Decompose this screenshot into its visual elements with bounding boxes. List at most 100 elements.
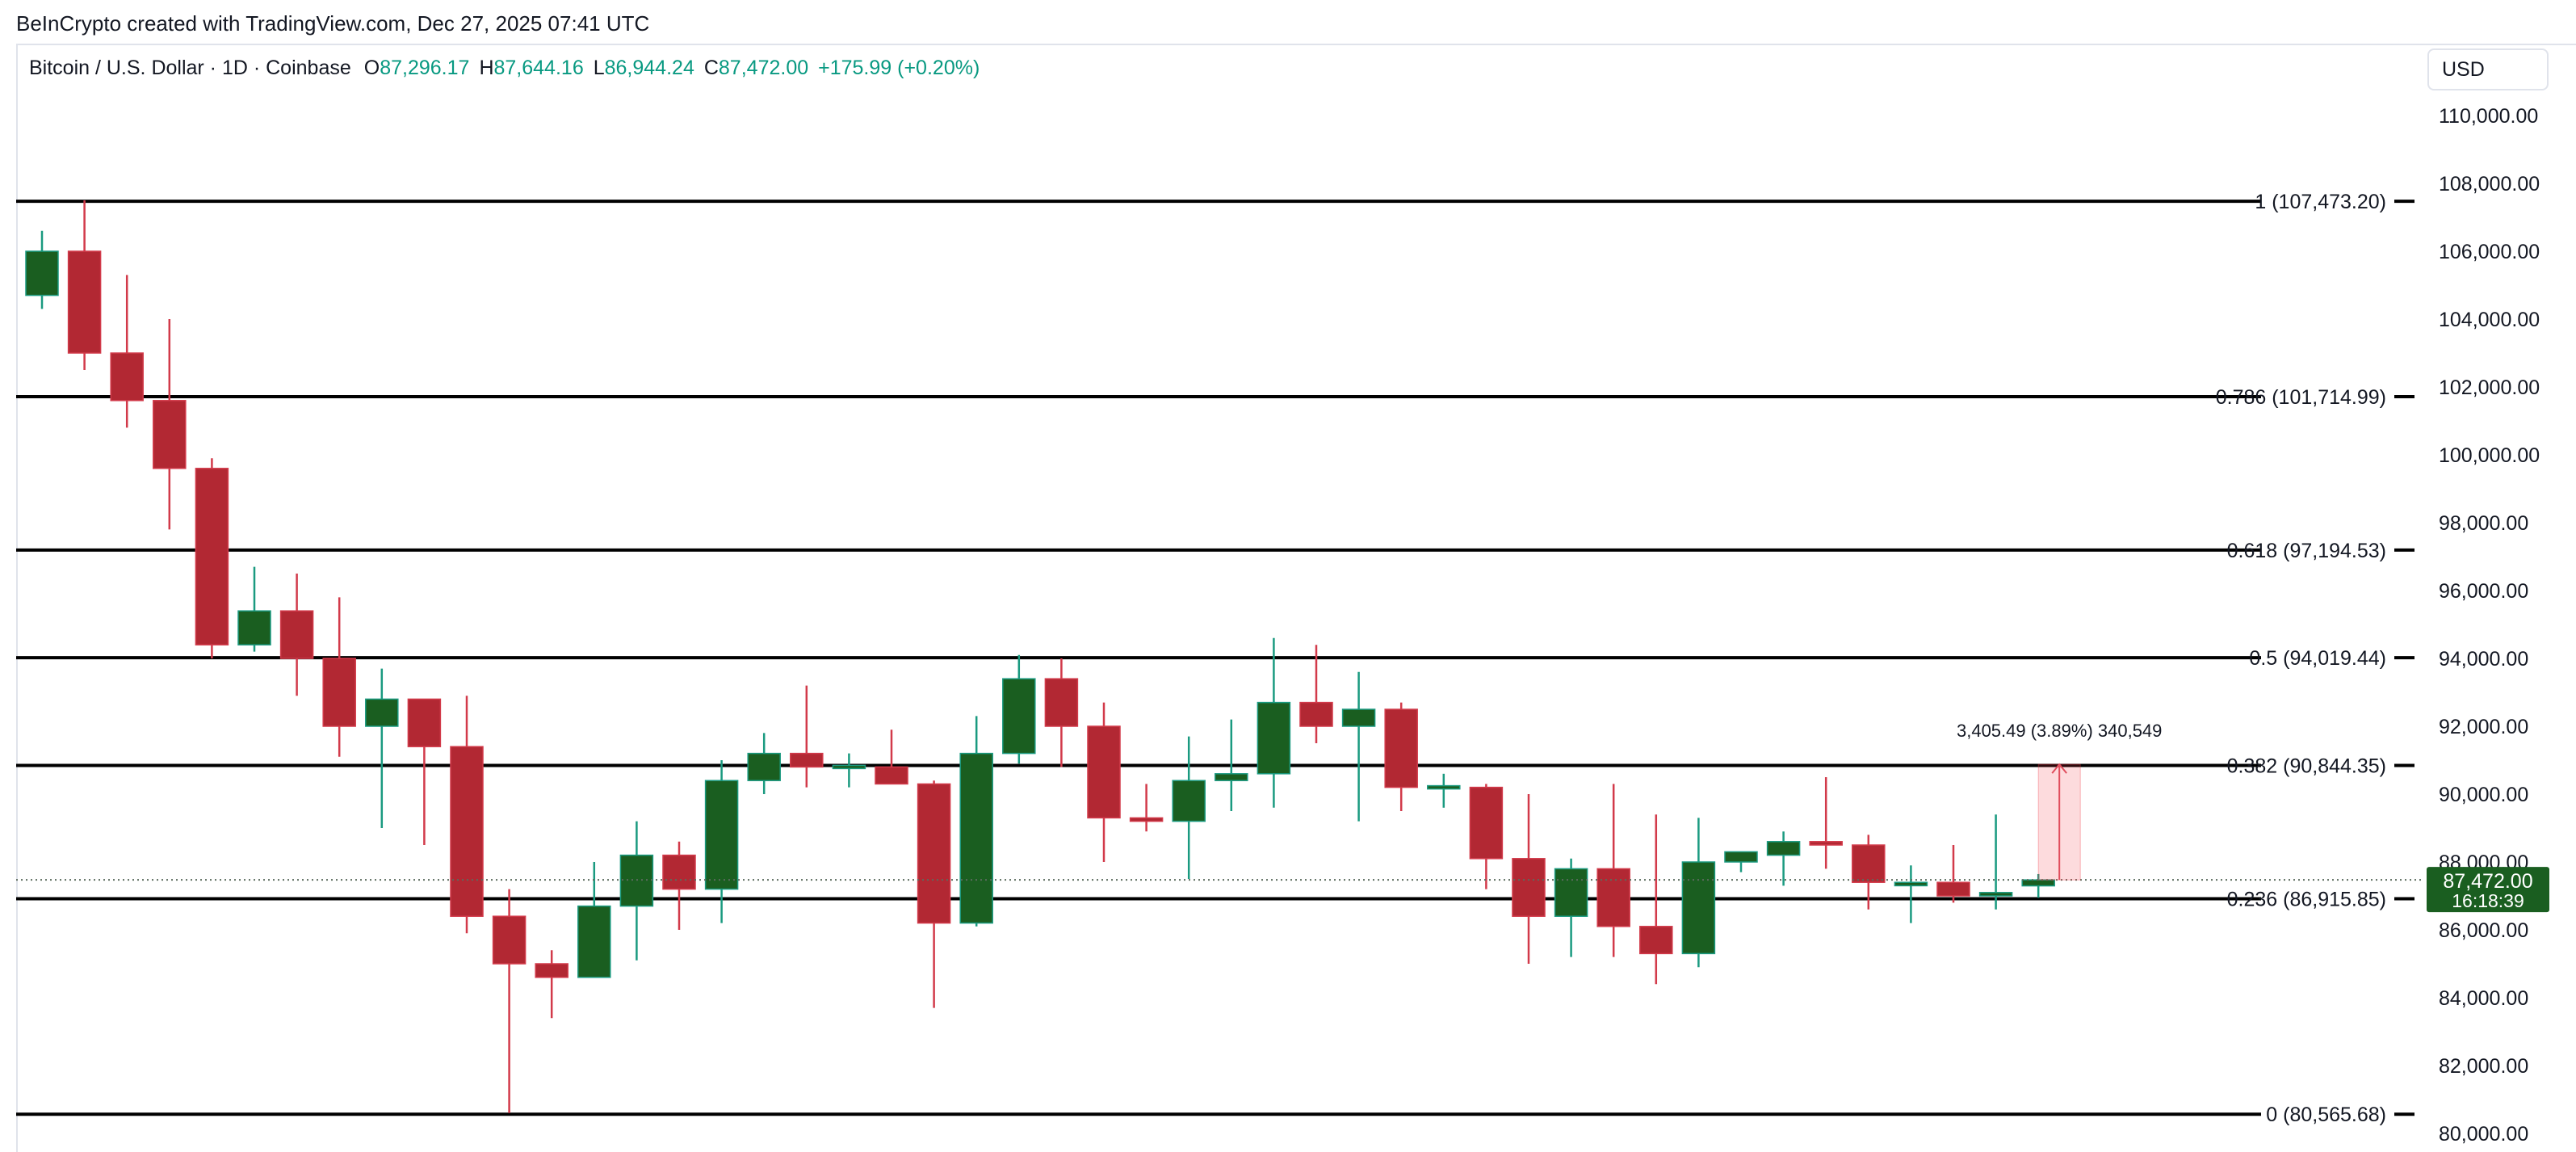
- annotations: 3,405.49 (3.89%) 340,549: [16, 721, 2421, 881]
- price-badge: [2427, 867, 2549, 913]
- candle[interactable]: [1215, 719, 1248, 811]
- candle[interactable]: [1341, 671, 1376, 822]
- candle-body: [1554, 868, 1588, 917]
- candle[interactable]: [1596, 784, 1630, 957]
- candle[interactable]: [322, 597, 356, 757]
- candle[interactable]: [535, 950, 568, 1019]
- candle[interactable]: [1257, 637, 1291, 808]
- candle[interactable]: [577, 862, 611, 978]
- chart-frame: [16, 44, 2576, 1152]
- candle-body: [747, 752, 781, 781]
- y-tick-label: 84,000.00: [2439, 987, 2528, 1010]
- fib-level-label: 0.236 (86,915.85): [2227, 889, 2386, 911]
- candle[interactable]: [1766, 831, 1801, 886]
- candle-body: [1724, 851, 1758, 863]
- candle-body: [67, 250, 102, 354]
- candle-body: [492, 915, 527, 965]
- currency-button[interactable]: USD: [2427, 48, 2549, 90]
- candle[interactable]: [1299, 645, 1333, 743]
- candle-body: [1681, 861, 1716, 955]
- candle-body: [25, 250, 59, 296]
- candle[interactable]: [1554, 858, 1588, 957]
- candle[interactable]: [1087, 702, 1121, 862]
- y-tick-label: 92,000.00: [2439, 716, 2528, 738]
- fib-level-label: 0.5 (94,019.44): [2249, 647, 2386, 670]
- candle[interactable]: [790, 685, 824, 788]
- candle[interactable]: [153, 319, 187, 530]
- candle-body: [1469, 786, 1504, 860]
- candle[interactable]: [195, 458, 229, 658]
- candle-body: [1341, 708, 1376, 727]
- candle[interactable]: [704, 760, 739, 923]
- candle[interactable]: [1384, 702, 1418, 811]
- candle-body: [1894, 881, 1928, 887]
- candle-body: [790, 752, 824, 768]
- candle[interactable]: [1129, 784, 1164, 832]
- symbol-name: Bitcoin / U.S. Dollar · 1D · Coinbase: [29, 57, 351, 79]
- candle-body: [407, 698, 442, 747]
- candle[interactable]: [832, 753, 866, 788]
- y-tick-label: 104,000.00: [2439, 309, 2540, 331]
- candle[interactable]: [1427, 773, 1461, 808]
- candle[interactable]: [1978, 814, 2013, 910]
- candle[interactable]: [747, 733, 781, 794]
- candle-body: [535, 963, 568, 978]
- candle[interactable]: [110, 275, 144, 428]
- candle[interactable]: [1936, 845, 1970, 903]
- candle[interactable]: [1512, 794, 1546, 964]
- chart-credit: BeInCrypto created with TradingView.com,…: [16, 11, 650, 36]
- candle[interactable]: [619, 821, 654, 961]
- candle[interactable]: [1724, 851, 1758, 872]
- candle[interactable]: [492, 889, 527, 1113]
- fib-level-label: 0.382 (90,844.35): [2227, 755, 2386, 778]
- candle[interactable]: [25, 230, 59, 309]
- candle[interactable]: [450, 696, 484, 934]
- candle[interactable]: [917, 780, 951, 1008]
- price-axis: 110,000.00 108,000.00 106,000.00 104,000.00…: [2427, 105, 2549, 1146]
- candle-body: [1087, 725, 1121, 819]
- open-value: 87,296.17: [380, 57, 470, 79]
- candle[interactable]: [407, 698, 442, 845]
- y-tick-label: 110,000.00: [2439, 105, 2538, 128]
- candle[interactable]: [2021, 873, 2055, 898]
- candle-body: [322, 658, 356, 727]
- candle[interactable]: [1639, 814, 1673, 985]
- candle[interactable]: [237, 566, 271, 652]
- candle[interactable]: [875, 729, 908, 785]
- y-tick-label: 82,000.00: [2439, 1055, 2528, 1078]
- candle-body: [1427, 784, 1461, 790]
- y-tick-label: 98,000.00: [2439, 512, 2528, 535]
- candle[interactable]: [1681, 818, 1716, 968]
- candle[interactable]: [1044, 658, 1079, 767]
- candle-body: [237, 610, 271, 645]
- candle[interactable]: [1002, 654, 1036, 764]
- candle[interactable]: [365, 668, 399, 828]
- candle[interactable]: [1894, 865, 1928, 923]
- fib-level-label: 1 (107,473.20): [2255, 191, 2386, 213]
- candle-body: [153, 400, 187, 469]
- candle-body: [917, 783, 951, 924]
- price-badge-price: 87,472.00: [2443, 870, 2532, 893]
- candle[interactable]: [1172, 736, 1206, 879]
- candle[interactable]: [959, 716, 993, 927]
- candle[interactable]: [279, 574, 314, 696]
- candle-body: [1852, 844, 1886, 883]
- candle[interactable]: [1809, 777, 1843, 869]
- open-label: O: [363, 57, 380, 79]
- candle[interactable]: [1852, 835, 1886, 910]
- candle-body: [1299, 701, 1333, 727]
- change-value: +175.99 (+0.20%): [818, 57, 980, 79]
- y-tick-label: 80,000.00: [2439, 1123, 2528, 1146]
- symbol-legend: Bitcoin / U.S. Dollar · 1D · Coinbase O87…: [29, 57, 989, 80]
- candle[interactable]: [662, 841, 696, 930]
- close-label: C: [703, 57, 719, 79]
- candle[interactable]: [67, 200, 102, 370]
- measure-label: 3,405.49 (3.89%) 340,549: [1957, 721, 2162, 741]
- fib-level-label: 0.618 (97,194.53): [2227, 540, 2386, 562]
- close-value: 87,472.00: [718, 57, 809, 79]
- high-value: 87,644.16: [493, 57, 584, 79]
- candle-body: [1809, 841, 1843, 846]
- candle-body: [1936, 881, 1970, 897]
- candle[interactable]: [1469, 784, 1504, 889]
